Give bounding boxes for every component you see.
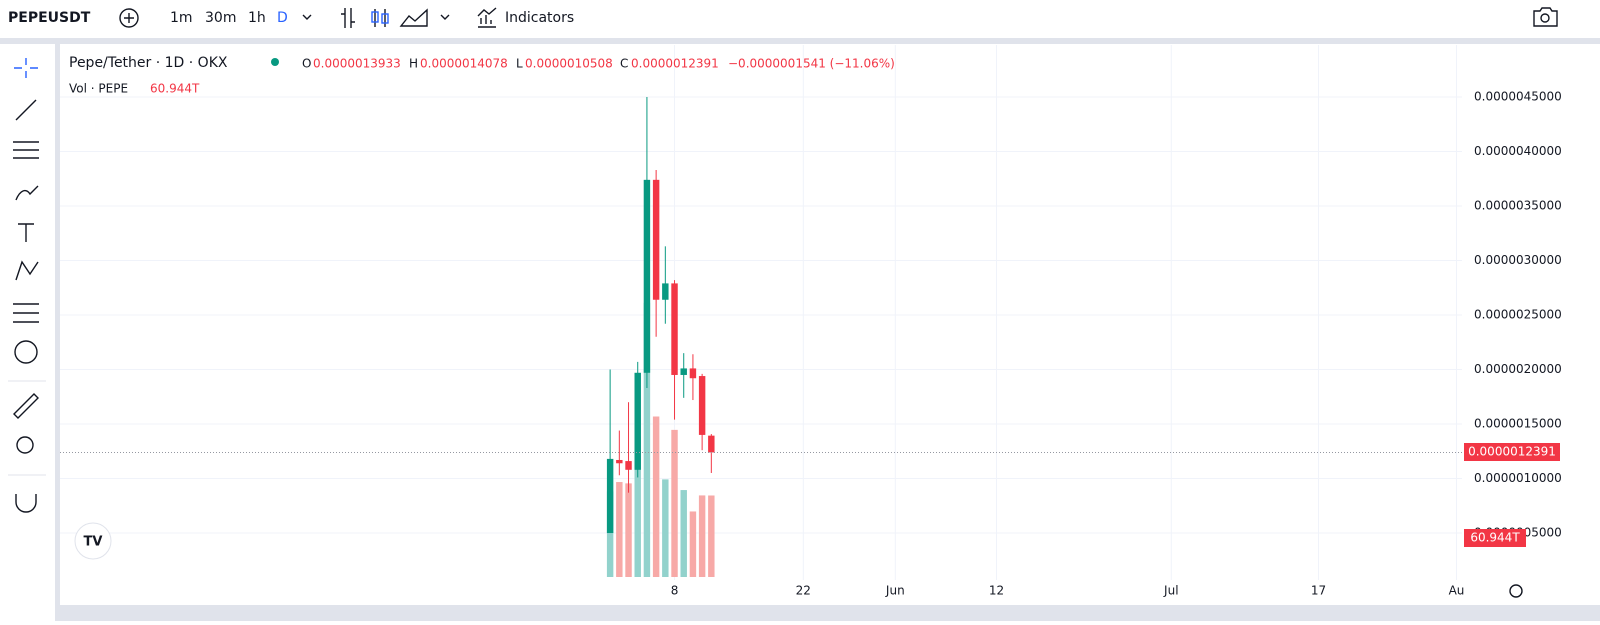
x-tick-label: 22	[796, 584, 811, 598]
x-tick-label: 12	[989, 584, 1004, 598]
price-badge-text: 0.0000012391	[1468, 445, 1556, 459]
y-tick-label: 0.0000030000	[1474, 253, 1562, 267]
legend-value: 0.0000014078	[420, 57, 508, 71]
interval[interactable]: 1m	[170, 10, 193, 26]
divider	[55, 44, 60, 621]
candles-icon	[381, 13, 389, 24]
magnet[interactable]	[15, 494, 37, 513]
chevron[interactable]	[302, 14, 450, 20]
interval[interactable]: 30m	[205, 10, 236, 26]
tv-logo: TV	[84, 535, 103, 550]
legend-title: Pepe/Tether · 1D · OKX	[69, 55, 228, 71]
legend-key: H	[409, 57, 418, 71]
x-tick-label: 17	[1311, 584, 1326, 598]
y-tick-label: 0.0000025000	[1474, 308, 1562, 322]
legend-key: C	[620, 57, 628, 71]
y-tick-label: 0.0000040000	[1474, 144, 1562, 158]
x-tick-label: 8	[671, 584, 679, 598]
bars-icon[interactable]	[341, 8, 355, 28]
y-tick-label: 0.0000020000	[1474, 362, 1562, 376]
market-status	[271, 58, 279, 66]
legend-key: L	[516, 57, 523, 71]
tv-logo[interactable]	[74, 522, 112, 560]
volume-bar	[652, 416, 660, 577]
volume-bar	[680, 490, 687, 577]
volume-bar	[606, 491, 614, 577]
volume-bar	[698, 495, 706, 577]
candle-body	[698, 376, 706, 435]
candle-body	[671, 283, 678, 375]
candle-body	[680, 368, 687, 375]
x-tick-label: Au	[1449, 584, 1465, 598]
symbol[interactable]: PEPEUSDT	[8, 10, 91, 26]
add-symbol[interactable]	[119, 8, 139, 28]
candle-body	[662, 283, 669, 300]
legend-value: 0.0000010508	[525, 57, 613, 71]
volume-bar	[671, 429, 678, 577]
snapshot[interactable]	[1533, 7, 1558, 27]
volume-bar	[689, 511, 697, 577]
volume-bar	[643, 302, 651, 577]
x-tick-label: Jul	[1163, 584, 1178, 598]
volume-bar	[708, 495, 715, 577]
interval[interactable]: D	[277, 10, 288, 26]
volume-badge-text: 60.944T	[1470, 531, 1520, 545]
trendline[interactable]	[15, 99, 37, 121]
legend-change: −0.0000001541 (−11.06%)	[728, 57, 895, 71]
add-icon	[124, 13, 134, 23]
plot: 0.00000050000.00000100000.00000150000.00…	[60, 45, 1562, 598]
interval[interactable]: 1h	[248, 10, 266, 26]
snapshot	[1540, 13, 1550, 23]
area-icon[interactable]	[399, 8, 428, 27]
x-tick-label: Jun	[885, 584, 905, 598]
candle-body	[689, 368, 697, 379]
settings[interactable]	[1509, 584, 1523, 598]
volume-bar	[662, 479, 669, 577]
candle-body	[606, 458, 614, 534]
separator	[8, 380, 46, 476]
y-tick-label: 0.0000010000	[1474, 471, 1562, 485]
drawing-tools	[13, 58, 39, 513]
legend-key: O	[302, 57, 311, 71]
legend-value: 0.0000012391	[631, 57, 719, 71]
y-tick-label: 0.0000015000	[1474, 417, 1562, 431]
price-badge	[1464, 443, 1560, 461]
volume-value: 60.944T	[150, 82, 200, 96]
pattern[interactable]	[15, 260, 39, 281]
emoji[interactable]	[14, 340, 38, 364]
zoom[interactable]	[16, 436, 34, 454]
indicators[interactable]: Indicators	[505, 10, 574, 26]
y-tick-label: 0.0000045000	[1474, 89, 1562, 103]
legend-value: 0.0000013933	[313, 57, 401, 71]
fib[interactable]	[13, 141, 39, 159]
forecast[interactable]	[13, 303, 39, 323]
divider	[60, 605, 1600, 621]
text-tool[interactable]	[18, 223, 34, 242]
candle-body	[652, 179, 660, 300]
volume-bar	[634, 436, 641, 577]
indicators-icon[interactable]	[477, 7, 497, 28]
crosshair[interactable]	[14, 58, 38, 78]
candle-body	[634, 372, 641, 470]
volume-badge	[1464, 529, 1526, 547]
y-tick-label: 0.0000035000	[1474, 199, 1562, 213]
candle-body	[643, 179, 651, 373]
candle-body	[708, 435, 715, 453]
brush[interactable]	[15, 185, 39, 201]
volume-bar	[616, 482, 623, 577]
volume-bar	[625, 483, 632, 577]
volume-title: Vol · PEPE	[69, 82, 128, 96]
ruler[interactable]	[13, 393, 39, 419]
candle-body	[625, 461, 632, 470]
candle-body	[616, 459, 623, 464]
divider	[0, 38, 1600, 44]
candles-icon	[371, 11, 379, 23]
